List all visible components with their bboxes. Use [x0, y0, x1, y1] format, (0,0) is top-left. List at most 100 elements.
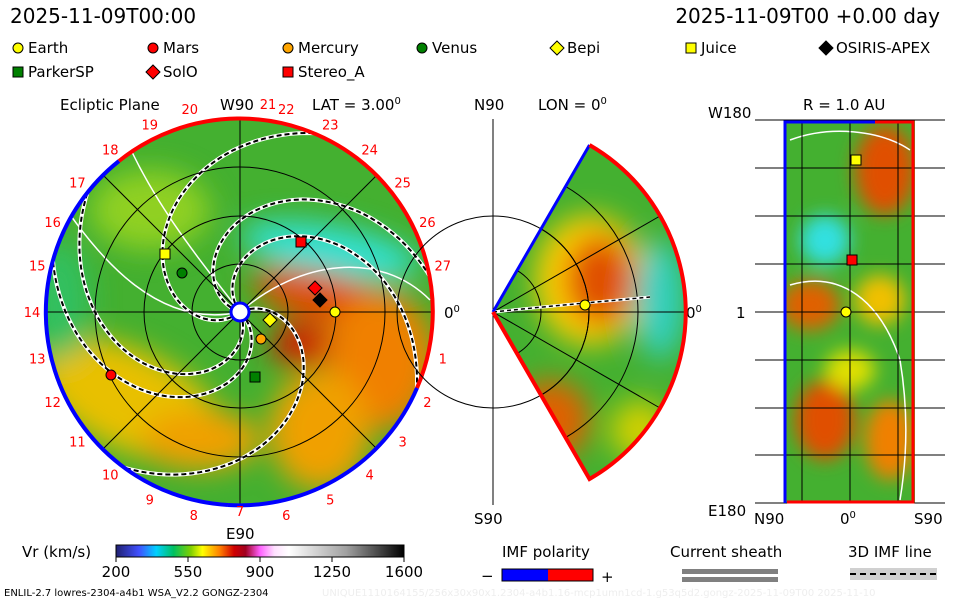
longitude-label: 1 [439, 352, 447, 367]
parkersp-legend-icon [12, 66, 24, 78]
imf-title: IMF polarity [502, 543, 590, 561]
ecliptic-panel: Ecliptic Plane W90 LAT = 3.000 E90 00 [24, 96, 460, 543]
mars-legend-icon [147, 42, 159, 54]
longitude-label: 18 [102, 143, 119, 158]
colorbar: Vr (km/s) 200 550 900 1250 1600 [22, 543, 423, 581]
earth-marker [579, 299, 591, 311]
parkersp-marker [249, 371, 261, 383]
footer-run-id: UNIQUE1110164155/256x30x90x1.2304-a4b1.1… [322, 588, 876, 599]
longitude-label: 21 [260, 98, 277, 113]
legend-label-juice: Juice [700, 39, 737, 57]
w180-label: W180 [708, 104, 751, 122]
longitude-label: 10 [102, 469, 119, 484]
longitude-label: 24 [361, 143, 378, 158]
longitude-label: 23 [322, 119, 339, 134]
imf-positive-boundary [117, 116, 435, 389]
imf-line-legend: 3D IMF line [848, 543, 937, 580]
imf-minus: − [481, 567, 494, 585]
e180-label: E180 [708, 502, 746, 520]
juice-legend-icon [685, 42, 697, 54]
imfline-title: 3D IMF line [848, 543, 932, 561]
osiris-apex-marker [312, 292, 328, 308]
r-label: R = 1.0 AU [803, 96, 885, 114]
colorbar-gradient [115, 544, 405, 558]
legend-label-stereo-a: Stereo_A [298, 63, 365, 82]
mars-marker [105, 369, 117, 381]
imf-field-line [78, 154, 244, 376]
stereo-a-marker [846, 254, 858, 266]
legend-label-earth: Earth [28, 39, 68, 57]
e90-label: E90 [226, 525, 255, 543]
longitude-label: 20 [181, 103, 198, 118]
current-sheath-legend: Current sheath [670, 543, 782, 582]
imf-field-line [86, 307, 305, 476]
longitude-label: 7 [236, 505, 244, 520]
longitude-label: 27 [435, 260, 452, 275]
imf-plus: + [601, 568, 614, 586]
venus-marker [176, 267, 188, 279]
earth-marker [329, 306, 341, 318]
lon-label: LON = 00 [538, 96, 607, 114]
bepi-legend-icon [549, 40, 565, 56]
velocity-field-ecliptic [47, 119, 433, 505]
w90-label: W90 [220, 96, 254, 114]
colorbar-tick-label: 550 [174, 563, 203, 581]
sheath-title: Current sheath [670, 543, 782, 561]
longitude-label: 8 [190, 509, 198, 524]
longitude-label: 3 [398, 436, 406, 451]
solo-legend-icon [145, 64, 161, 80]
venus-legend-icon [416, 42, 428, 54]
colorbar-tick-label: 1250 [313, 563, 351, 581]
n90-label: N90 [474, 96, 504, 114]
longitude-label: 6 [282, 509, 290, 524]
legend-label-bepi: Bepi [567, 39, 600, 57]
timestamp-left: 2025-11-09T00:00 [10, 4, 196, 28]
longitude-label: 25 [394, 176, 411, 191]
sun-icon [229, 301, 251, 323]
legend-label-solo: SolO [163, 63, 198, 81]
n90-x-label: N90 [754, 510, 784, 528]
longitude-label: 14 [24, 306, 41, 321]
lon-1-label: 1 [736, 304, 746, 322]
colorbar-tick-label: 1600 [385, 563, 423, 581]
longitude-label: 9 [146, 493, 154, 508]
longitude-label: 17 [69, 176, 86, 191]
r1au-panel: R = 1.0 AU W180 E180 1 N90 00 S90 [708, 96, 945, 528]
colorbar-tick-label: 200 [102, 563, 131, 581]
zero-label: 00 [444, 304, 460, 322]
meridional-zero-label: 00 [686, 304, 702, 322]
s90-label: S90 [474, 510, 503, 528]
juice-marker [850, 154, 862, 166]
longitude-label: 12 [44, 396, 61, 411]
stereo-a-marker [295, 236, 307, 248]
juice-marker [159, 248, 171, 260]
imf-field-line [51, 219, 253, 399]
longitude-label: 2 [423, 396, 431, 411]
mercury-legend-icon [282, 42, 294, 54]
legend-label-mars: Mars [163, 39, 199, 57]
ecliptic-title: Ecliptic Plane [60, 96, 160, 114]
lat-label: LAT = 3.000 [312, 96, 401, 114]
imf-polarity-legend: IMF polarity − + [481, 543, 614, 586]
legend-label-venus: Venus [432, 39, 477, 57]
mercury-marker [255, 333, 267, 345]
zero-x-label: 00 [840, 510, 856, 528]
imf-field-line [231, 235, 418, 433]
legend: Earth Mars Mercury Venus Bepi Juice OSIRIS-APE… [12, 39, 930, 82]
longitude-label: 4 [366, 469, 374, 484]
longitude-label: 15 [29, 260, 46, 275]
legend-label-parkersp: ParkerSP [28, 63, 94, 81]
stereo-a-legend-icon [282, 66, 294, 78]
colorbar-tick-label: 900 [246, 563, 275, 581]
earth-marker [840, 306, 852, 318]
longitude-label: 19 [141, 119, 158, 134]
osiris-apex-legend-icon [818, 40, 834, 56]
legend-label-osiris-apex: OSIRIS-APEX [836, 39, 930, 57]
imf-field-line [161, 131, 356, 322]
imf-negative-boundary [43, 159, 229, 507]
longitude-label: 26 [419, 216, 436, 231]
longitude-label: 13 [29, 352, 46, 367]
solo-marker [307, 280, 323, 296]
colorbar-label: Vr (km/s) [22, 543, 91, 561]
